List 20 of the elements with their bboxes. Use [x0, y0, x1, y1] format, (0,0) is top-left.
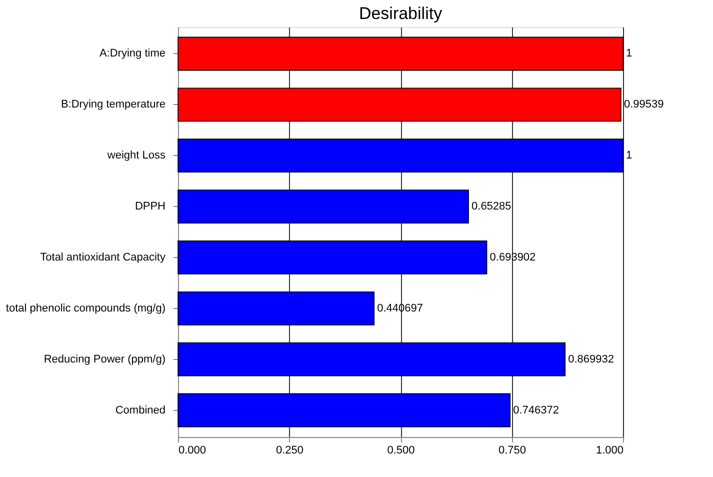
data-label: 0.99539: [624, 98, 664, 111]
y-tick-label: B:Drying temperature: [60, 98, 166, 111]
y-tick-label: Combined: [115, 404, 166, 416]
x-tick-label: 0.250: [276, 444, 304, 456]
data-label: 0.869932: [568, 353, 614, 366]
data-label: 1: [626, 48, 632, 60]
x-tick-label: 0.750: [498, 444, 526, 456]
y-tick-label: Reducing Power (ppm/g): [44, 353, 166, 366]
x-tick-label: 0.000: [178, 444, 206, 456]
data-label: 0.65285: [472, 200, 512, 213]
y-tick-label: A:Drying time: [99, 48, 166, 60]
chart-title: Desirability: [358, 4, 443, 23]
data-label: 0.746372: [513, 404, 560, 416]
data-label: 1: [626, 150, 632, 162]
y-tick-label: DPPH: [134, 200, 166, 213]
x-tick-label: 1.000: [596, 444, 624, 456]
y-tick-label: Total antioxidant Capacity: [40, 251, 166, 264]
y-tick-label: weight Loss: [106, 150, 166, 162]
y-tick-label: total phenolic compounds (mg/g): [6, 302, 166, 314]
x-tick-label: 0.500: [387, 444, 415, 456]
